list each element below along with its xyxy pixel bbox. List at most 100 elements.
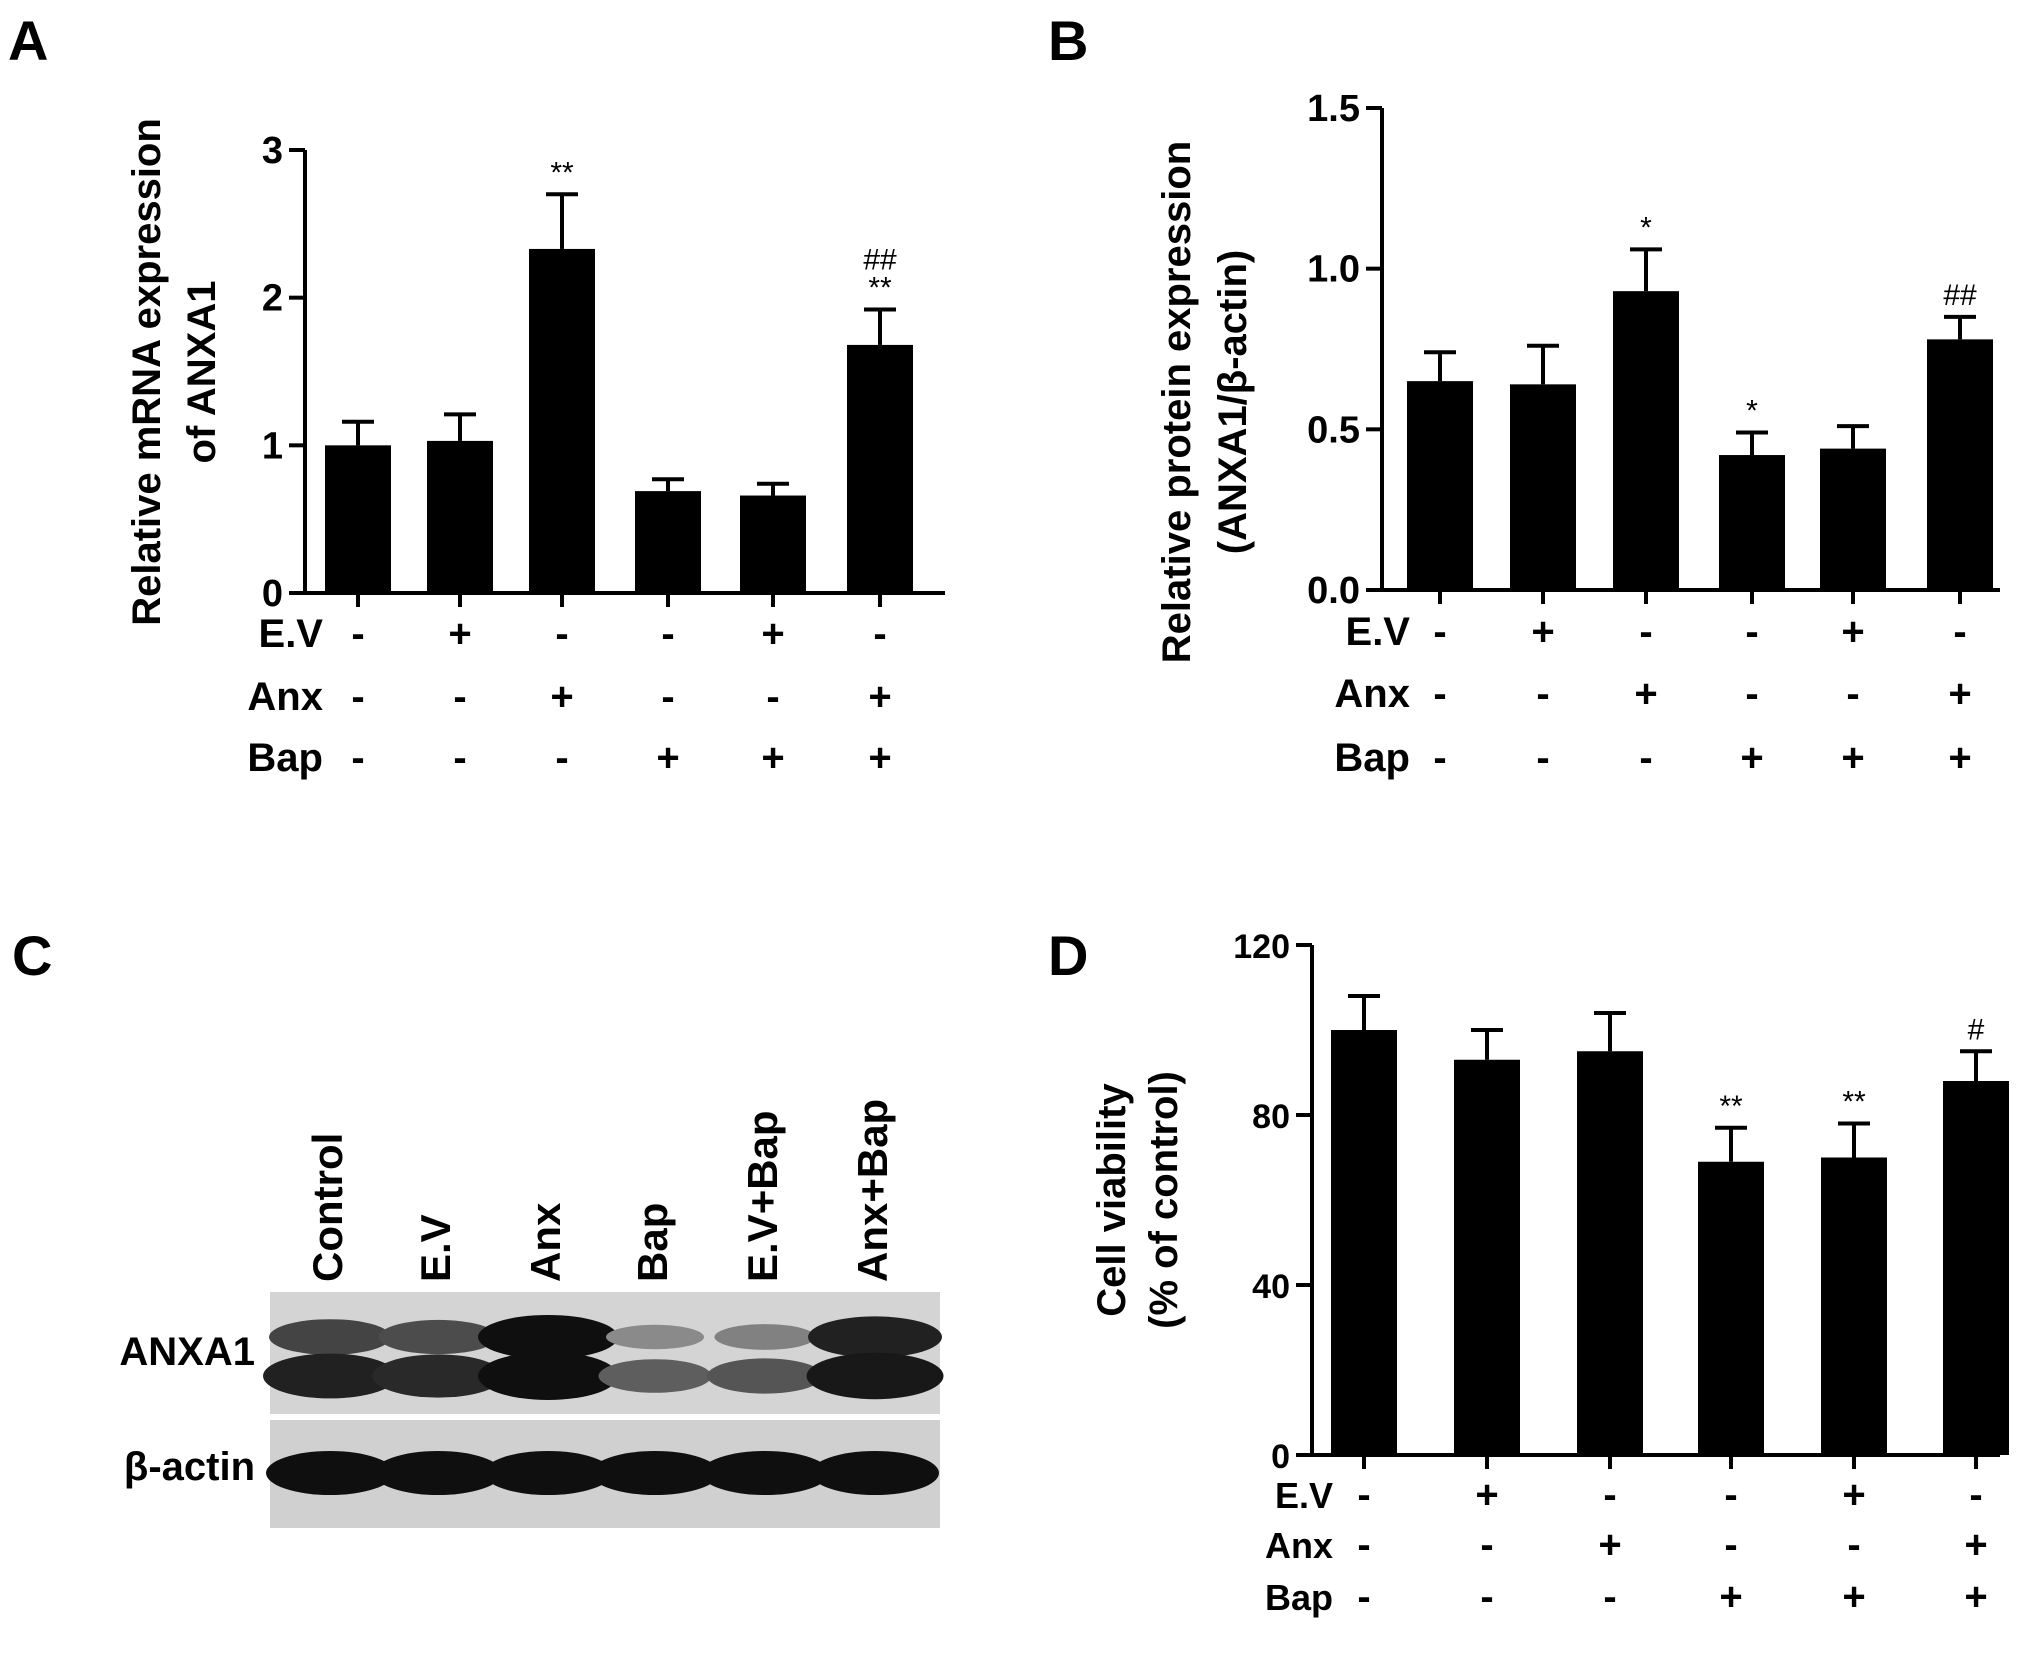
treatment-sign: -: [1724, 1473, 1737, 1517]
bar: [1927, 339, 1993, 590]
band-anxa1-upper: [478, 1315, 618, 1359]
y-axis-label-line1: Cell viability: [1090, 1083, 1134, 1317]
treatment-sign: -: [1603, 1473, 1616, 1517]
significance-marker: #: [1968, 1013, 1985, 1046]
western-blot: Control E.V Anx Bap E.V+Bap Anx+Bap ANXA1 β-act…: [119, 1099, 944, 1528]
treatment-sign: +: [868, 675, 891, 719]
y-tick-label: 1.5: [1307, 88, 1360, 130]
treatment-sign: -: [1480, 1575, 1493, 1619]
treatment-sign: -: [661, 612, 674, 656]
treatment-sign: -: [1357, 1575, 1370, 1619]
treatment-row-label: Bap: [1265, 1577, 1333, 1618]
treatment-sign: -: [766, 675, 779, 719]
treatment-sign: -: [1639, 610, 1652, 654]
bar: [1613, 291, 1679, 590]
treatment-sign: +: [1948, 672, 1971, 716]
bar: [635, 491, 701, 593]
y-tick-label: 40: [1252, 1268, 1290, 1306]
lane-label: Anx+Bap: [849, 1099, 896, 1282]
significance-marker: *: [1640, 211, 1652, 244]
treatment-sign: +: [1948, 736, 1971, 780]
y-tick-label: 1.0: [1307, 249, 1360, 291]
treatment-sign: -: [351, 612, 364, 656]
y-axis-label-line1: Relative protein expression: [1155, 141, 1199, 663]
blot-membrane-anxa1: [270, 1292, 940, 1414]
chart-b-protein-expression: 0.0 0.5 1.0 1.5 Relative protein expression (…: [1155, 88, 2000, 780]
treatment-sign: +: [1842, 1473, 1865, 1517]
treatment-sign: -: [1745, 610, 1758, 654]
y-tick-label: 0.0: [1307, 570, 1360, 612]
treatment-sign: +: [1598, 1523, 1621, 1567]
treatment-sign: +: [1841, 610, 1864, 654]
treatment-sign: +: [1475, 1473, 1498, 1517]
bar: [529, 248, 595, 594]
treatment-row-label: Anx: [1334, 672, 1410, 716]
treatment-sign: -: [1433, 672, 1446, 716]
lane-label: Anx: [522, 1202, 569, 1282]
treatment-sign: +: [656, 736, 679, 780]
treatment-sign: +: [1740, 736, 1763, 780]
bar: [1407, 381, 1473, 590]
treatment-sign: -: [1433, 736, 1446, 780]
band-anxa1-upper: [269, 1319, 391, 1355]
band-actin: [701, 1451, 829, 1495]
chart-d-cell-viability: 0 40 80 120 Cell viability (% of control) ** **…: [1090, 928, 2009, 1619]
treatment-row-label: E.V: [259, 612, 324, 656]
treatment-sign: -: [351, 736, 364, 780]
band-label-actin: β-actin: [124, 1445, 255, 1489]
band-actin: [591, 1451, 719, 1495]
band-anxa1-lower: [372, 1354, 504, 1398]
bar: [740, 495, 806, 593]
band-actin: [266, 1451, 394, 1495]
treatment-sign: -: [1603, 1575, 1616, 1619]
band-anxa1-upper: [808, 1316, 942, 1358]
significance-marker: ##: [863, 243, 897, 276]
treatment-row-label: Anx: [247, 675, 323, 719]
treatment-sign: -: [1480, 1523, 1493, 1567]
y-tick-label: 2: [262, 278, 283, 320]
treatment-row-label: E.V: [1346, 610, 1411, 654]
chart-a-mrna-expression: 0 1 2 3 Relative mRNA expression of ANXA1 ** **…: [125, 118, 945, 780]
y-axis-label-line2: (% of control): [1142, 1071, 1186, 1329]
significance-marker: **: [1719, 1090, 1743, 1123]
band-actin: [374, 1451, 502, 1495]
significance-marker: **: [868, 271, 892, 304]
treatment-sign: -: [453, 675, 466, 719]
treatment-row-label: Bap: [247, 736, 323, 780]
panel-letter-a: A: [8, 9, 48, 72]
y-tick-label: 0: [1271, 1438, 1290, 1476]
treatment-row-label: E.V: [1275, 1475, 1333, 1516]
y-tick-label: 0: [262, 573, 283, 615]
treatment-sign: -: [1969, 1473, 1982, 1517]
treatment-row-label: Anx: [1265, 1525, 1333, 1566]
treatment-sign: +: [448, 612, 471, 656]
y-tick-label: 120: [1233, 928, 1290, 966]
panel-letter-d: D: [1048, 924, 1088, 987]
treatment-sign: -: [555, 736, 568, 780]
bar: [1698, 1161, 1764, 1455]
bar: [427, 440, 493, 593]
significance-marker: **: [550, 156, 574, 189]
y-tick-label: 80: [1252, 1098, 1290, 1136]
treatment-sign: +: [1719, 1575, 1742, 1619]
band-anxa1-lower: [263, 1353, 397, 1399]
treatment-row-label: Bap: [1334, 736, 1410, 780]
bar: [1331, 1030, 1397, 1455]
treatment-sign: -: [1536, 736, 1549, 780]
band-actin: [484, 1451, 612, 1495]
treatment-sign: -: [873, 612, 886, 656]
y-tick-label: 0.5: [1307, 409, 1360, 451]
treatment-sign: -: [1433, 610, 1446, 654]
treatment-sign: -: [453, 736, 466, 780]
treatment-sign: -: [1953, 610, 1966, 654]
treatment-sign: -: [351, 675, 364, 719]
treatment-sign: -: [1846, 672, 1859, 716]
treatment-sign: +: [1964, 1575, 1987, 1619]
significance-marker: **: [1842, 1086, 1866, 1119]
bar: [325, 445, 391, 593]
treatment-sign: -: [1357, 1523, 1370, 1567]
treatment-sign: +: [1634, 672, 1657, 716]
band-anxa1-lower: [478, 1352, 618, 1400]
band-actin: [811, 1451, 939, 1495]
